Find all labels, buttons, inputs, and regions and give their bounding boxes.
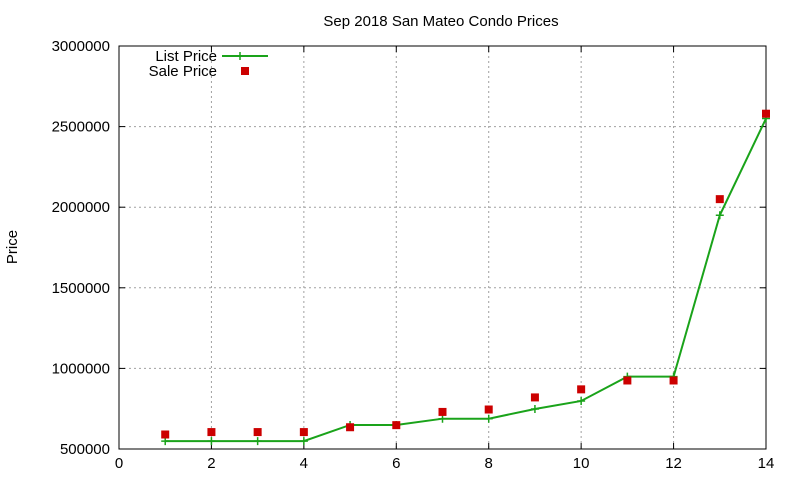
list-price-point [577, 396, 586, 405]
y-tick-label: 2000000 [52, 199, 110, 216]
sale-price-point [299, 428, 308, 437]
sale-price-point [623, 376, 632, 385]
sale-price-point [715, 195, 724, 204]
plot-border [118, 45, 767, 450]
y-tick-label: 2500000 [52, 119, 110, 136]
sale-price-point [253, 428, 262, 437]
y-tick-label: 500000 [60, 441, 110, 458]
legend-label-sale-price: Sale Price [149, 63, 217, 80]
y-axis-label: Price [4, 230, 21, 264]
list-price-point [484, 414, 493, 423]
x-tick-label: 6 [392, 455, 400, 472]
list-price-point [253, 437, 262, 446]
series-layer [161, 109, 770, 446]
y-tick-label: 1000000 [52, 360, 110, 377]
list-price-line [165, 118, 767, 443]
list-price-point [438, 414, 447, 423]
y-tick-label: 1500000 [52, 280, 110, 297]
sale-price-point [392, 421, 401, 430]
sale-price-point [762, 109, 770, 118]
x-tick-label: 12 [665, 455, 682, 472]
legend: List Price Sale Price [149, 48, 268, 80]
legend-label-list-price: List Price [155, 48, 217, 65]
list-price-point [207, 437, 216, 446]
x-tick-label: 14 [758, 455, 775, 472]
sale-price-point [577, 385, 586, 394]
x-tick-label: 4 [300, 455, 308, 472]
sale-price-point [669, 376, 678, 385]
axis-ticks: 0 2 4 6 8 10 12 14 500000 1000000 1500000 2000000 25… [52, 38, 775, 472]
x-tick-label: 10 [573, 455, 590, 472]
list-price-point [299, 437, 308, 446]
sale-price-point [438, 407, 447, 416]
y-tick-label: 3000000 [52, 38, 110, 55]
legend-marker-list-price [236, 52, 244, 60]
legend-marker-sale-price [241, 67, 249, 75]
x-tick-label: 0 [115, 455, 123, 472]
sale-price-point [207, 428, 216, 437]
chart-title: Sep 2018 San Mateo Condo Prices [323, 13, 558, 30]
sale-price-point [346, 423, 355, 432]
list-price-point [715, 211, 724, 220]
sale-price-point [484, 405, 493, 414]
x-tick-label: 8 [485, 455, 493, 472]
grid [119, 46, 766, 449]
sale-price-point [530, 393, 539, 402]
sale-price-point [161, 430, 170, 439]
x-tick-label: 2 [207, 455, 215, 472]
list-price-point [530, 405, 539, 414]
